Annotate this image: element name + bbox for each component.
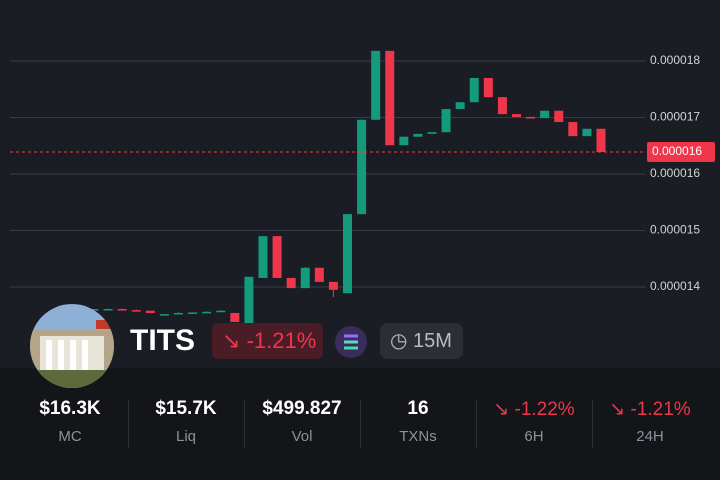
divider [476, 400, 477, 448]
candle-body [357, 119, 367, 215]
stat: $16.3K MC [12, 398, 128, 445]
down-arrow: ↘ [609, 399, 631, 420]
stat: $499.827 Vol [244, 398, 360, 445]
stat: ↘ -1.22% 6H [476, 398, 592, 445]
stat-value: ↘ -1.21% [592, 398, 708, 422]
candle-body [582, 128, 592, 137]
candle-body [512, 114, 521, 117]
avatar [30, 304, 114, 388]
candle-body [159, 314, 169, 316]
stat-label: 6H [524, 428, 544, 445]
stat-value-text: $499.827 [262, 398, 342, 419]
candle-body [399, 136, 409, 146]
stat-value: 16 [360, 398, 476, 422]
candle-body [441, 109, 451, 133]
change: -1.21% [246, 328, 317, 353]
candle-body [286, 277, 296, 289]
stat-label: TXNs [399, 428, 437, 445]
stat: $15.7K Liq [128, 398, 244, 445]
clock-icon: ◷ [390, 330, 408, 352]
stat-label: MC [58, 428, 82, 445]
candle-body [216, 310, 226, 313]
down-arrow: ↘ [222, 328, 241, 353]
stats-panel: $16.3K MC $15.7K Liq $499.827 Vol 16 TXNs ↘ -1.2… [0, 368, 720, 480]
stat-value-text: 16 [407, 398, 429, 419]
candle-body [540, 110, 550, 119]
candle-body [371, 50, 381, 120]
stat-value-text: -1.21% [630, 399, 691, 420]
stat-value-text: -1.22% [514, 399, 575, 420]
stat-value: $16.3K [12, 398, 128, 422]
divider [244, 400, 245, 448]
candle-body [328, 281, 338, 290]
change-badge: ↘ -1.21% [212, 323, 323, 359]
stat-value: ↘ -1.22% [476, 398, 592, 422]
candle-body [188, 312, 198, 314]
candle-body [103, 309, 113, 311]
y-tick-label: 0.000016 [650, 166, 700, 180]
last-price-label: 0.000016 [652, 144, 702, 158]
candle-body [483, 77, 493, 98]
interval-pill[interactable]: ◷ 15M [380, 323, 463, 359]
stat-value: $499.827 [244, 398, 360, 422]
divider [360, 400, 361, 448]
candle-body [258, 236, 268, 278]
y-tick-label: 0.000014 [650, 279, 700, 293]
candle-body [596, 128, 606, 152]
candle-body [145, 310, 155, 313]
stat: ↘ -1.21% 24H [592, 398, 708, 445]
candle-body [174, 312, 183, 315]
candle-body [300, 267, 310, 289]
last-price-box [647, 141, 715, 162]
candle-body [343, 214, 352, 294]
token-symbol: TITS [130, 324, 195, 357]
candle-body [554, 110, 564, 123]
candle-body [427, 132, 437, 134]
stat-value: $15.7K [128, 398, 244, 422]
stat: 16 TXNs [360, 398, 476, 445]
stat-label: Vol [291, 428, 313, 445]
stat-value-text: $16.3K [39, 398, 101, 419]
stat-value-text: $15.7K [155, 398, 217, 419]
y-tick-label: 0.000017 [650, 110, 700, 124]
candle-body [455, 102, 465, 110]
stat-label: 24H [636, 428, 664, 445]
stat-label: Liq [175, 428, 197, 445]
chain-logo [344, 334, 358, 350]
candle-body [526, 116, 536, 119]
candle-body [117, 309, 127, 311]
down-arrow: ↘ [493, 399, 515, 420]
candle-body [413, 133, 423, 137]
candle-body [89, 309, 99, 311]
candle-body [568, 122, 578, 137]
y-tick-label: 0.000018 [650, 53, 700, 67]
candle-body [497, 97, 507, 115]
candle-body [469, 77, 479, 103]
candle-body [272, 236, 282, 278]
divider [128, 400, 129, 448]
candle-body [314, 267, 324, 282]
candle-body [244, 276, 254, 330]
candle-body [202, 311, 212, 314]
y-tick-label: 0.000015 [650, 223, 700, 237]
candle-body [230, 312, 240, 323]
interval: 15M [413, 330, 452, 352]
candle-body [131, 310, 141, 312]
divider [592, 400, 593, 448]
candle-body [385, 50, 395, 146]
